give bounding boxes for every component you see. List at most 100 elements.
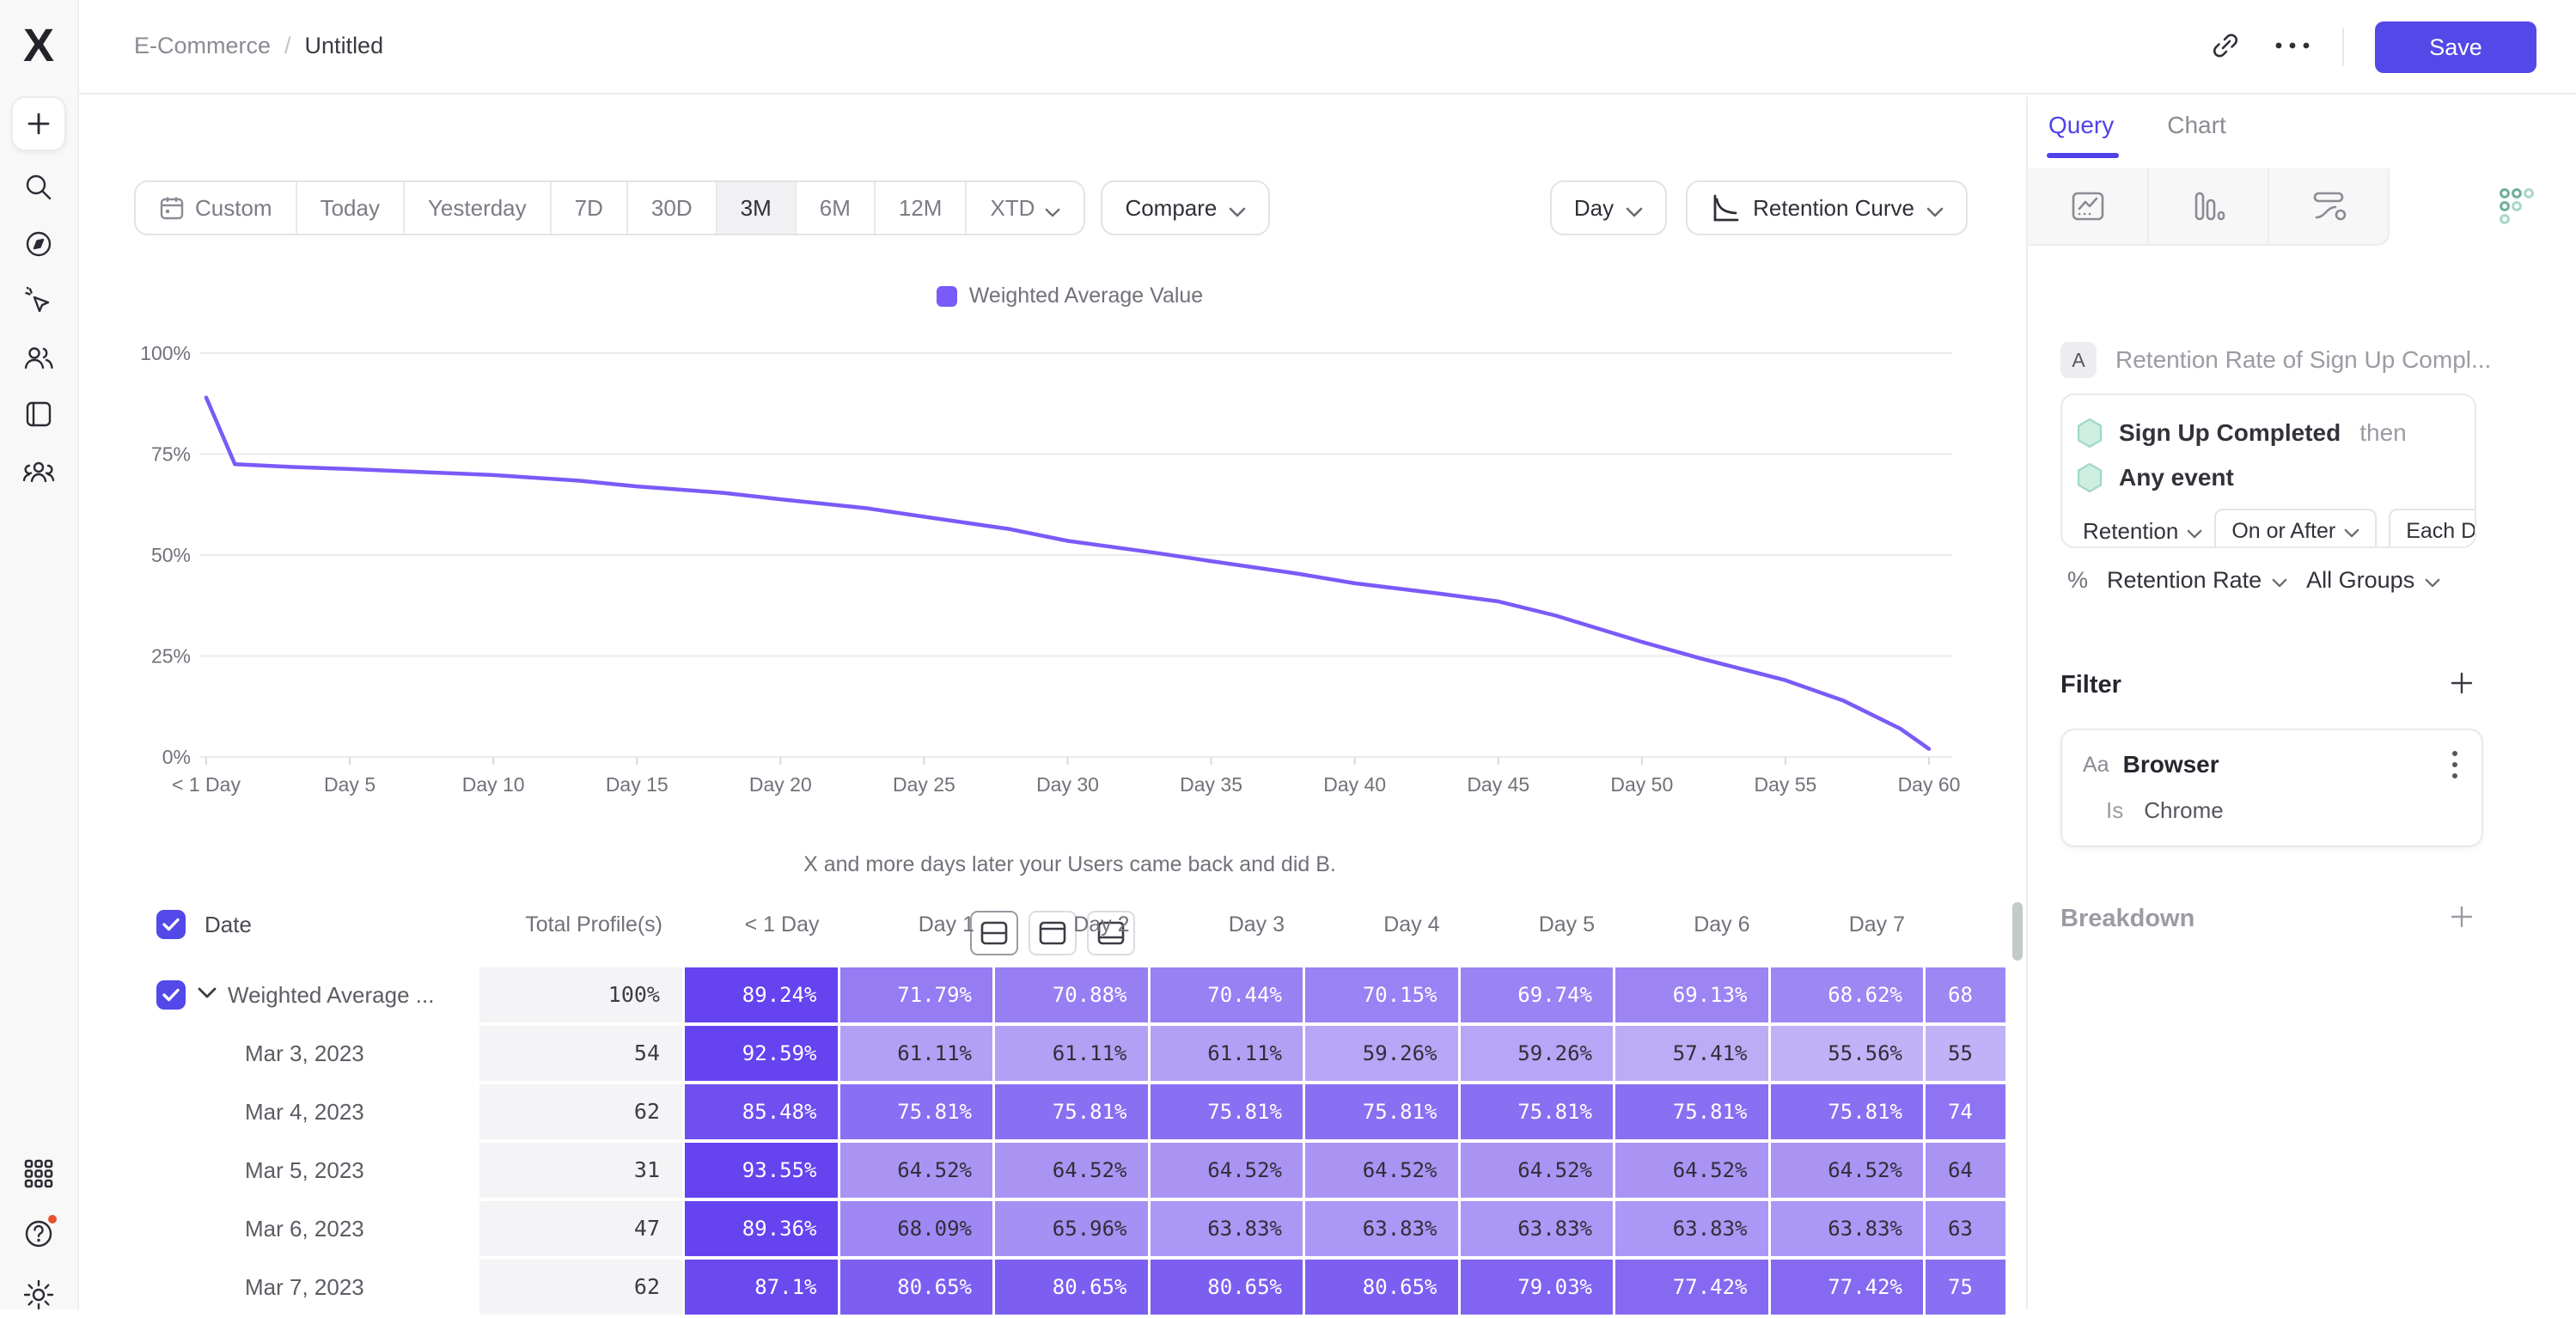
filter-value[interactable]: Chrome — [2144, 797, 2224, 823]
row-checkbox[interactable] — [156, 980, 186, 1010]
range-custom[interactable]: Custom — [136, 182, 297, 234]
retention-cell[interactable]: 69.13% — [1615, 967, 1771, 1022]
on-or-after-dropdown[interactable]: On or After — [2214, 509, 2378, 546]
each-day-dropdown[interactable]: Each Day — [2389, 509, 2475, 546]
tab-query[interactable]: Query — [2046, 112, 2120, 158]
retention-cell[interactable]: 55.56% — [1770, 1026, 1926, 1081]
filter-options-button[interactable] — [2452, 751, 2457, 778]
retention-cell[interactable]: 64.52% — [839, 1143, 995, 1198]
retention-cell[interactable]: 69.74% — [1460, 967, 1615, 1022]
retention-cell[interactable]: 75.81% — [1460, 1084, 1615, 1139]
sidebar-item-search[interactable] — [0, 172, 77, 203]
retention-cell[interactable]: 75.81% — [1615, 1084, 1771, 1139]
sidebar-item-boards[interactable] — [0, 399, 77, 430]
report-type-retention[interactable] — [2390, 168, 2576, 246]
retention-cell[interactable]: 75.81% — [1150, 1084, 1305, 1139]
retention-cell[interactable]: 59.26% — [1305, 1026, 1461, 1081]
table-row[interactable]: Mar 6, 2023 47 89.36% 68.09% 65.96% 63.83% 63.… — [144, 1201, 2005, 1256]
breadcrumb-project[interactable]: E-Commerce — [134, 33, 272, 58]
retention-cell[interactable]: 63.83% — [1770, 1201, 1926, 1256]
row-checkbox[interactable] — [156, 910, 186, 939]
retention-cell[interactable]: 70.88% — [995, 967, 1151, 1022]
retention-cell[interactable]: 80.65% — [839, 1260, 995, 1315]
retention-cell[interactable]: 68.09% — [839, 1201, 995, 1256]
retention-cell[interactable]: 61.11% — [995, 1026, 1151, 1081]
column-header-day[interactable]: Day 2 — [1073, 912, 1130, 937]
range-yesterday[interactable]: Yesterday — [405, 182, 552, 234]
range-today[interactable]: Today — [297, 182, 405, 234]
retention-cell[interactable]: 65.96% — [995, 1201, 1151, 1256]
breadcrumb-report-name[interactable]: Untitled — [304, 33, 384, 58]
groups-dropdown[interactable]: All Groups — [2306, 567, 2440, 594]
report-type-funnels[interactable] — [2149, 168, 2269, 246]
column-header-day[interactable]: Day 6 — [1694, 912, 1750, 937]
sidebar-item-apps[interactable] — [0, 1158, 77, 1189]
sidebar-item-help[interactable] — [0, 1212, 77, 1255]
chart-legend[interactable]: Weighted Average Value — [206, 284, 1933, 308]
retention-cell[interactable]: 68.62% — [1770, 967, 1926, 1022]
table-row[interactable]: Mar 3, 2023 54 92.59% 61.11% 61.11% 61.11% 59.… — [144, 1026, 2005, 1081]
range-6m[interactable]: 6M — [797, 182, 876, 234]
column-header-total[interactable]: Total Profile(s) — [525, 912, 662, 937]
retention-cell[interactable]: 63.83% — [1460, 1201, 1615, 1256]
retention-cell-clipped[interactable]: 68 — [1926, 967, 2005, 1022]
layout-split-button[interactable] — [970, 911, 1018, 955]
range-7d[interactable]: 7D — [552, 182, 628, 234]
range-xtd[interactable]: XTD — [967, 182, 1084, 234]
retention-cell[interactable]: 89.24% — [685, 967, 840, 1022]
more-options-button[interactable] — [2274, 40, 2311, 55]
retention-cell[interactable]: 64.52% — [1460, 1143, 1615, 1198]
sidebar-item-settings[interactable] — [0, 1278, 77, 1311]
retention-cell[interactable]: 79.03% — [1460, 1260, 1615, 1315]
chart-type-dropdown[interactable]: Retention Curve — [1686, 180, 1968, 235]
retention-cell[interactable]: 64.52% — [1305, 1143, 1461, 1198]
column-header-day[interactable]: Day 1 — [918, 912, 974, 937]
retention-cell[interactable]: 80.65% — [1305, 1260, 1461, 1315]
report-type-insights[interactable] — [2028, 168, 2149, 246]
table-row[interactable]: Weighted Average ... 100% 89.24% 71.79% 70.8… — [144, 967, 2005, 1022]
retention-cell[interactable]: 92.59% — [685, 1026, 840, 1081]
retention-cell[interactable]: 93.55% — [685, 1143, 840, 1198]
add-filter-button[interactable] — [2449, 670, 2475, 700]
column-header-day[interactable]: Day 4 — [1383, 912, 1440, 937]
sidebar-item-events[interactable] — [0, 285, 77, 318]
add-breakdown-button[interactable] — [2449, 904, 2475, 934]
granularity-dropdown[interactable]: Day — [1549, 180, 1668, 235]
range-30d[interactable]: 30D — [628, 182, 717, 234]
range-3m[interactable]: 3M — [717, 182, 797, 234]
column-header-day[interactable]: < 1 Day — [744, 912, 820, 937]
expand-chevron-icon[interactable] — [198, 987, 217, 1003]
retention-cell[interactable]: 61.11% — [839, 1026, 995, 1081]
table-scrollbar-thumb[interactable] — [2012, 902, 2023, 961]
retention-cell[interactable]: 89.36% — [685, 1201, 840, 1256]
app-logo[interactable]: X — [22, 20, 55, 71]
retention-cell[interactable]: 80.65% — [995, 1260, 1151, 1315]
create-new-button[interactable] — [11, 96, 66, 151]
retention-cell[interactable]: 75.81% — [839, 1084, 995, 1139]
retention-cell[interactable]: 63.83% — [1150, 1201, 1305, 1256]
retention-cell[interactable]: 75.81% — [1305, 1084, 1461, 1139]
retention-cell[interactable]: 77.42% — [1770, 1260, 1926, 1315]
retention-cell[interactable]: 75.81% — [1770, 1084, 1926, 1139]
retention-cell-clipped[interactable]: 63 — [1926, 1201, 2005, 1256]
column-header-day[interactable]: Day 5 — [1538, 912, 1595, 937]
retention-cell-clipped[interactable]: 64 — [1926, 1143, 2005, 1198]
column-header-day[interactable]: Day 7 — [1848, 912, 1905, 937]
retention-cell[interactable]: 70.44% — [1150, 967, 1305, 1022]
retention-cell[interactable]: 64.52% — [1150, 1143, 1305, 1198]
retention-cell[interactable]: 64.52% — [1770, 1143, 1926, 1198]
tab-chart[interactable]: Chart — [2167, 112, 2226, 138]
column-header-day[interactable]: Day 3 — [1228, 912, 1285, 937]
retention-cell-clipped[interactable]: 55 — [1926, 1026, 2005, 1081]
retention-cell-clipped[interactable]: 75 — [1926, 1260, 2005, 1315]
retention-cell[interactable]: 70.15% — [1305, 967, 1461, 1022]
column-header-date[interactable]: Date — [204, 911, 252, 937]
query-name-input[interactable]: Retention Rate of Sign Up Compl... — [2115, 346, 2492, 373]
sidebar-item-cohorts[interactable] — [0, 455, 77, 488]
table-row[interactable]: Mar 7, 2023 62 87.1% 80.65% 80.65% 80.65% 80.6… — [144, 1260, 2005, 1315]
retention-cell-clipped[interactable]: 74 — [1926, 1084, 2005, 1139]
report-type-flows[interactable] — [2269, 168, 2390, 246]
retention-cell[interactable]: 80.65% — [1150, 1260, 1305, 1315]
metric-dropdown[interactable]: Retention Rate — [2107, 567, 2287, 594]
sidebar-item-users[interactable] — [0, 342, 77, 375]
